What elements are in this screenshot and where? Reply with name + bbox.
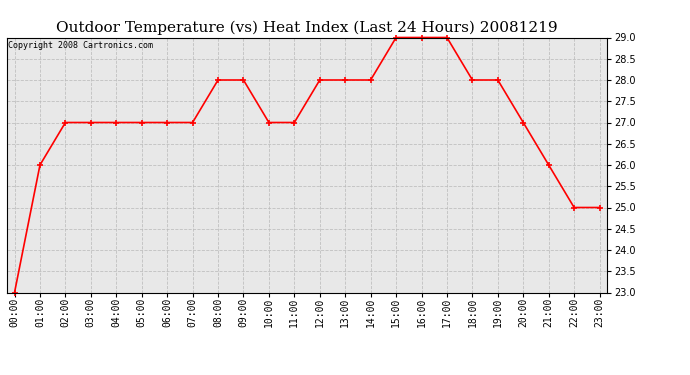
Title: Outdoor Temperature (vs) Heat Index (Last 24 Hours) 20081219: Outdoor Temperature (vs) Heat Index (Las… <box>57 21 558 35</box>
Text: Copyright 2008 Cartronics.com: Copyright 2008 Cartronics.com <box>8 41 153 50</box>
